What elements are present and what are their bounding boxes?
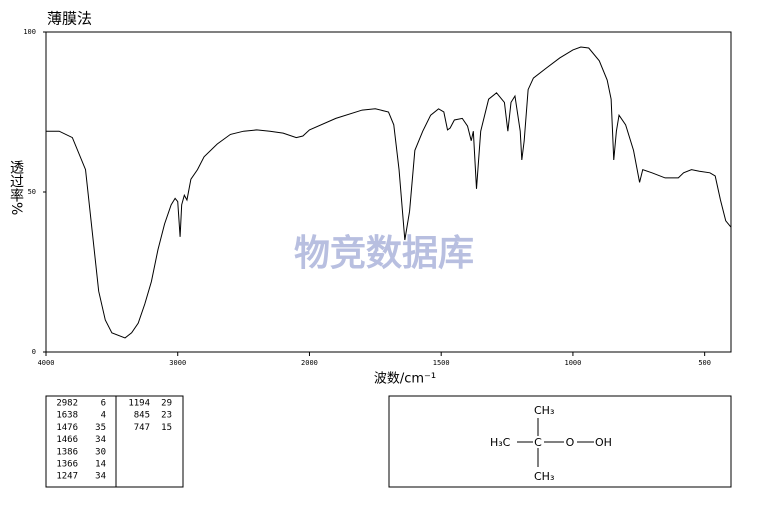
peak-wavenumber: 747 (134, 423, 150, 433)
peak-transmittance: 4 (101, 411, 106, 421)
peak-wavenumber: 1194 (128, 399, 150, 409)
peak-wavenumber: 1366 (56, 460, 78, 470)
atom-center: C (534, 436, 542, 449)
peak-wavenumber: 1386 (56, 447, 78, 457)
x-tick-label: 2000 (301, 359, 318, 367)
peak-transmittance: 29 (161, 399, 172, 409)
peak-wavenumber: 1247 (56, 472, 78, 482)
x-tick-label: 1000 (564, 359, 581, 367)
x-tick-label: 500 (698, 359, 711, 367)
peak-transmittance: 15 (161, 423, 172, 433)
peak-wavenumber: 1476 (56, 423, 78, 433)
y-tick-label: 100 (23, 28, 36, 36)
peak-wavenumber: 1638 (56, 411, 78, 421)
y-tick-label: 50 (28, 188, 36, 196)
x-tick-label: 1500 (433, 359, 450, 367)
spectrum-line (46, 46, 732, 339)
x-tick-label: 3000 (169, 359, 186, 367)
peak-wavenumber: 845 (134, 411, 150, 421)
x-axis-label: 波数/cm⁻¹ (374, 372, 436, 387)
structure-bonds (517, 418, 594, 467)
peak-wavenumber: 1466 (56, 435, 78, 445)
peak-table-frame (45, 395, 184, 488)
peak-transmittance: 34 (95, 472, 106, 482)
y-tick-label: 0 (32, 348, 36, 356)
x-tick-label: 4000 (38, 359, 55, 367)
structure-frame (388, 395, 732, 488)
peak-transmittance: 34 (95, 435, 106, 445)
atom-top: CH₃ (534, 404, 554, 417)
chart-title: 薄膜法 (47, 10, 92, 28)
y-axis-label: 透过率% (8, 160, 24, 215)
peak-transmittance: 35 (95, 423, 106, 433)
peak-transmittance: 23 (161, 411, 172, 421)
atom-left: H₃C (490, 436, 511, 449)
atom-right: OH (595, 436, 612, 449)
peak-transmittance: 14 (95, 460, 106, 470)
peak-transmittance: 6 (101, 399, 106, 409)
plot-frame (45, 31, 732, 353)
atom-oxygen: O (566, 436, 575, 449)
peak-wavenumber: 2982 (56, 399, 78, 409)
peak-transmittance: 30 (95, 447, 106, 457)
atom-bottom: CH₃ (534, 470, 554, 483)
watermark: 物竞数据库 (294, 233, 474, 274)
